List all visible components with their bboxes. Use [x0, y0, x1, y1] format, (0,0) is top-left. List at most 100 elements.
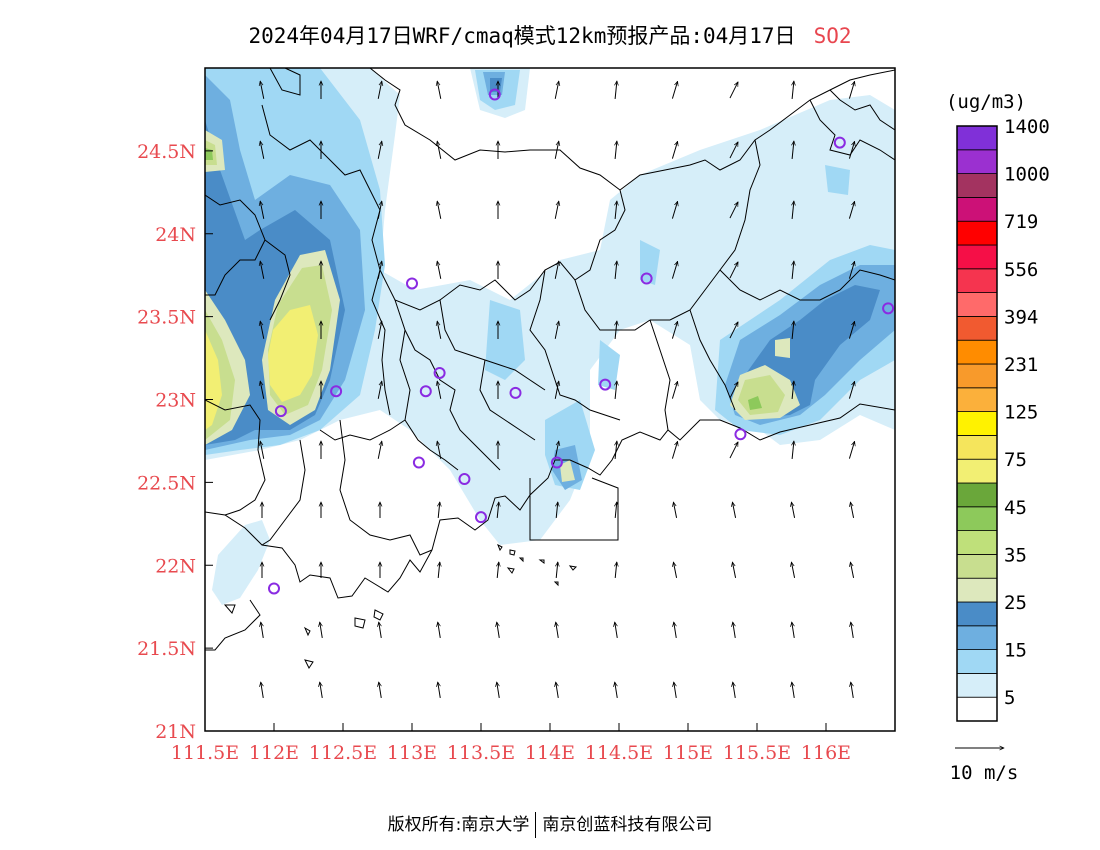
wind-arrow — [791, 502, 796, 518]
lat-tick-label: 23.5N — [137, 307, 196, 329]
lon-tick-label: 113E — [387, 742, 437, 764]
wind-arrow — [673, 502, 678, 518]
station-marker — [268, 582, 280, 595]
colorbar-swatch — [956, 696, 998, 722]
wind-arrow — [729, 82, 739, 99]
wind-arrow — [437, 321, 442, 339]
wind-arrow — [615, 562, 617, 579]
wind-arrow — [791, 562, 796, 578]
wind-vector-field — [260, 81, 854, 698]
wind-arrow — [848, 81, 854, 99]
wind-arrow — [674, 622, 677, 638]
wind-arrow — [850, 502, 855, 518]
wind-arrow — [377, 81, 382, 99]
colorbar-swatch — [956, 387, 998, 412]
boundaries — [205, 68, 895, 651]
lat-tick-label: 22.5N — [137, 472, 196, 494]
wind-arrow — [437, 381, 442, 399]
lon-tick-label: 111.5E — [171, 742, 239, 764]
lon-tick-label: 112E — [249, 742, 299, 764]
wind-arrow — [554, 381, 559, 399]
wind-arrow — [673, 562, 678, 578]
colorbar-swatch — [956, 673, 998, 698]
colorbar-swatch — [956, 577, 998, 603]
copyright-right: 南京创蓝科技有限公司 — [542, 815, 713, 835]
lon-tick-label: 115.5E — [723, 742, 791, 764]
station-marker — [274, 405, 287, 418]
colorbar-swatch — [956, 268, 998, 293]
colorbar-label: 125 — [1004, 402, 1038, 424]
wind-arrow — [848, 381, 854, 399]
wind-arrow — [556, 682, 559, 698]
wind-arrow — [674, 682, 677, 698]
colorbar-label: 1400 — [1004, 116, 1050, 138]
wind-arrow — [554, 261, 559, 279]
lon-tick-label: 113.5E — [447, 742, 515, 764]
station-marker — [488, 88, 501, 101]
wind-arrow — [379, 622, 382, 638]
wind-arrow — [792, 622, 795, 638]
lon-tick-label: 115E — [663, 742, 713, 764]
wind-arrow — [377, 141, 382, 159]
wind-scale-label: 10 m/s — [950, 762, 1019, 784]
wind-arrow — [732, 562, 737, 578]
colorbar-label: 75 — [1004, 449, 1027, 471]
lat-tick-label: 22N — [155, 555, 196, 577]
colorbar-label: 1000 — [1004, 164, 1050, 186]
wind-arrow — [497, 622, 500, 638]
latitude-axis: 21N 21.5N 22N 22.5N 23N 23.5N 24N 24.5N — [137, 141, 213, 743]
lat-tick-label: 23N — [155, 390, 196, 412]
wind-arrow — [848, 321, 854, 339]
lat-tick-label: 24N — [155, 224, 196, 246]
colorbar-swatch — [956, 601, 998, 627]
wind-arrow — [261, 622, 264, 638]
wind-arrow — [615, 201, 617, 220]
wind-arrow — [320, 682, 323, 698]
wind-arrow — [615, 81, 617, 100]
wind-arrow — [556, 622, 559, 638]
wind-arrow — [792, 441, 794, 460]
wind-arrow — [554, 441, 559, 459]
colorbar-swatch — [956, 554, 998, 579]
colorbar-swatch — [956, 173, 998, 198]
wind-arrow — [792, 201, 794, 220]
colorbar-swatch — [956, 315, 998, 341]
wind-arrow — [554, 81, 559, 99]
wind-arrow — [729, 382, 739, 399]
wind-arrow — [671, 261, 677, 279]
colorbar-swatch — [956, 220, 998, 246]
wind-arrow — [437, 261, 442, 279]
wind-arrow — [615, 622, 618, 638]
lon-tick-label: 114E — [525, 742, 575, 764]
colorbar-swatch — [956, 339, 998, 365]
colorbar-label: 5 — [1004, 687, 1015, 709]
wind-arrow — [792, 682, 795, 698]
wind-arrow — [671, 441, 677, 459]
wind-arrow — [792, 261, 794, 280]
station-marker — [406, 277, 418, 290]
colorbar-swatch — [956, 363, 998, 389]
station-marker — [599, 378, 612, 391]
colorbar-label: 45 — [1004, 497, 1027, 519]
wind-arrow — [556, 502, 558, 519]
station-marker — [833, 136, 846, 149]
colorbar-swatch — [956, 411, 998, 436]
wind-arrow — [261, 682, 264, 698]
colorbar-label: 15 — [1004, 640, 1027, 662]
wind-arrow — [377, 441, 382, 459]
colorbar-unit: (ug/m3) — [946, 91, 1026, 113]
monitoring-stations — [268, 88, 895, 595]
wind-arrow — [438, 562, 440, 579]
concentration-field — [205, 68, 895, 605]
wind-arrow — [733, 622, 736, 638]
map-title: 2024年04月17日WRF/cmaq模式12km预报产品:04月17日 SO2 — [0, 20, 1100, 50]
wind-arrow — [733, 682, 736, 698]
wind-arrow — [260, 141, 265, 159]
lon-tick-label: 114.5E — [585, 742, 653, 764]
colorbar-swatch — [956, 482, 998, 508]
wind-arrow — [729, 262, 739, 279]
wind-arrow — [260, 261, 265, 279]
station-marker — [734, 428, 747, 441]
wind-arrow — [320, 622, 323, 638]
